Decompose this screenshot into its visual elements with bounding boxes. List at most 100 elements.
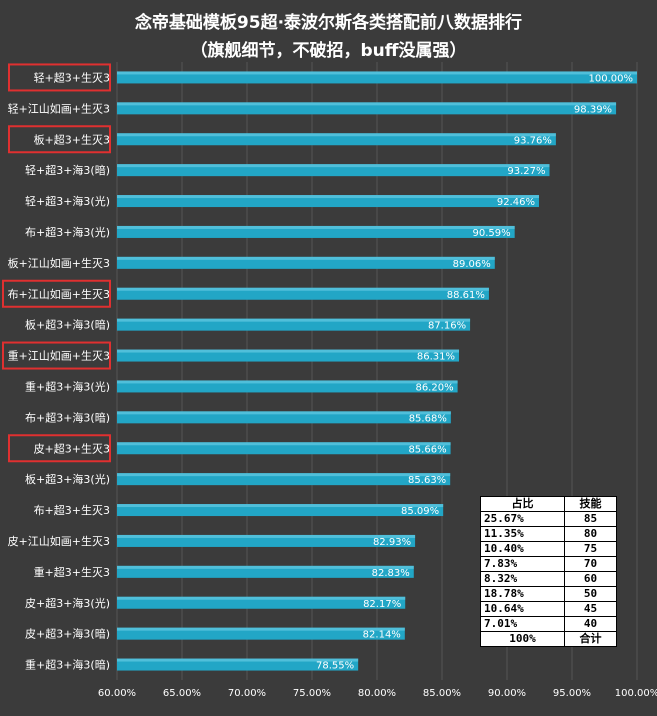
bar-highlight <box>117 658 359 662</box>
table-header-cell: 技能 <box>563 496 618 512</box>
bar-value-label: 78.55% <box>316 661 354 672</box>
category-label: 皮+超3+海3(暗) <box>25 627 110 641</box>
category-label: 板+超3+海3(暗) <box>25 318 110 332</box>
bar-value-label: 90.59% <box>473 228 511 239</box>
bar-highlight <box>117 102 617 106</box>
category-label: 重+超3+生灭3 <box>34 565 110 579</box>
bar-value-label: 100.00% <box>589 73 634 84</box>
bar-highlight <box>117 225 515 229</box>
bar-highlight <box>117 596 406 600</box>
bar-highlight <box>117 256 495 260</box>
x-tick-label: 85.00% <box>423 688 461 699</box>
table-row: 100% 合计 <box>480 631 618 647</box>
chart-title: 念帝基础模板95超·泰波尔斯各类搭配前八数据排行 <box>134 13 523 33</box>
category-label: 轻+超3+海3(光) <box>25 194 110 208</box>
table-cell: 60 <box>563 571 618 587</box>
bar-highlight <box>117 504 444 508</box>
bar-value-label: 82.17% <box>363 599 401 610</box>
bar-value-label: 93.76% <box>514 135 552 146</box>
bar-value-label: 86.20% <box>415 382 453 393</box>
x-tick-label: 90.00% <box>488 688 526 699</box>
bar-highlight <box>117 380 458 384</box>
table-cell: 18.78% <box>480 586 565 602</box>
table-cell: 10.64% <box>480 601 565 617</box>
category-label: 布+超3+生灭3 <box>34 503 110 517</box>
x-tick-label: 75.00% <box>293 688 331 699</box>
bar-highlight <box>117 195 539 199</box>
category-label: 板+江山如画+生灭3 <box>8 256 110 270</box>
bar-value-label: 85.09% <box>401 506 439 517</box>
bar-highlight <box>117 318 471 322</box>
category-label: 皮+超3+海3(光) <box>25 596 110 610</box>
category-label: 皮+超3+生灭3 <box>34 441 110 455</box>
bar-value-label: 92.46% <box>497 197 535 208</box>
x-tick-label: 95.00% <box>553 688 591 699</box>
bar-highlight <box>117 349 460 353</box>
bar-value-label: 87.16% <box>428 321 466 332</box>
table-row: 11.35% 80 <box>480 526 618 542</box>
table-row: 7.83% 70 <box>480 556 618 572</box>
chart-subtitle: （旗舰细节，不破招，buff没属强） <box>190 41 467 61</box>
table-header-cell: 占比 <box>480 496 565 512</box>
table-cell: 7.01% <box>480 616 565 632</box>
bar-value-label: 86.31% <box>417 352 455 363</box>
highlight-box <box>8 125 111 154</box>
bar-value-label: 82.93% <box>373 537 411 548</box>
bar-highlight <box>117 565 414 569</box>
bar-highlight <box>117 71 637 75</box>
bar-value-label: 93.27% <box>507 166 545 177</box>
table-cell: 40 <box>563 616 618 632</box>
table-cell: 100% <box>480 631 565 647</box>
highlight-box <box>8 63 111 92</box>
x-tick-label: 100.00% <box>615 688 657 699</box>
table-row: 7.01% 40 <box>480 616 618 632</box>
table-row: 8.32% 60 <box>480 571 618 587</box>
table-cell: 70 <box>563 556 618 572</box>
bar-highlight <box>117 133 556 137</box>
x-tick-label: 60.00% <box>98 688 136 699</box>
table-row: 18.78% 50 <box>480 586 618 602</box>
category-label: 布+江山如画+生灭3 <box>8 287 110 301</box>
table-cell: 合计 <box>563 631 618 647</box>
table-cell: 50 <box>563 586 618 602</box>
bar-highlight <box>117 534 416 538</box>
table-cell: 11.35% <box>480 526 565 542</box>
skill-ratio-table: 占比 技能 25.67% 85 11.35% 80 10.40% 75 7.83% 70 8.32… <box>480 496 618 647</box>
bar-value-label: 82.14% <box>363 630 401 641</box>
bar-highlight <box>117 442 451 446</box>
bar-value-label: 89.06% <box>453 259 491 270</box>
table-cell: 8.32% <box>480 571 565 587</box>
table-cell: 85 <box>563 511 618 527</box>
category-label: 轻+超3+海3(暗) <box>25 163 110 177</box>
table-row: 25.67% 85 <box>480 511 618 527</box>
bar-value-label: 85.68% <box>409 413 447 424</box>
table-cell: 80 <box>563 526 618 542</box>
category-label: 重+超3+海3(光) <box>25 379 110 393</box>
bar-value-label: 85.63% <box>408 475 446 486</box>
table-cell: 25.67% <box>480 511 565 527</box>
table-cell: 7.83% <box>480 556 565 572</box>
table-cell: 45 <box>563 601 618 617</box>
bar-value-label: 98.39% <box>574 104 612 115</box>
category-label: 布+超3+海3(光) <box>25 225 110 239</box>
category-label: 板+超3+生灭3 <box>34 132 110 146</box>
table-row: 10.64% 45 <box>480 601 618 617</box>
category-label: 重+江山如画+生灭3 <box>8 349 110 363</box>
table-row: 10.40% 75 <box>480 541 618 557</box>
bar-value-label: 82.83% <box>372 568 410 579</box>
bar-highlight <box>117 164 550 168</box>
category-label: 轻+超3+生灭3 <box>34 70 110 84</box>
x-tick-label: 80.00% <box>358 688 396 699</box>
table-header-row: 占比 技能 <box>480 496 618 512</box>
category-label: 重+超3+海3(暗) <box>25 658 110 672</box>
category-label: 皮+江山如画+生灭3 <box>8 534 110 548</box>
bar-highlight <box>117 627 405 631</box>
highlight-box <box>2 341 111 370</box>
bar-highlight <box>117 287 489 291</box>
table-cell: 10.40% <box>480 541 565 557</box>
highlight-box <box>8 434 111 463</box>
highlight-box <box>2 279 111 308</box>
category-label: 板+超3+海3(光) <box>25 472 110 486</box>
